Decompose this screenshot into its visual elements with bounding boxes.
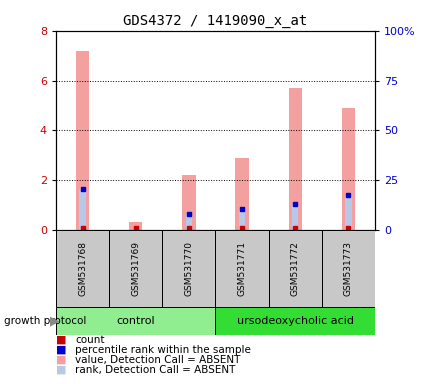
Bar [56,230,109,307]
Bar [238,209,245,230]
Text: GSM531773: GSM531773 [343,241,352,296]
Bar [109,230,162,307]
Text: ■: ■ [56,345,66,355]
Text: ▶: ▶ [49,314,59,327]
Text: GSM531770: GSM531770 [184,241,193,296]
Text: value, Detection Call = ABSENT: value, Detection Call = ABSENT [75,355,240,365]
Text: ■: ■ [56,335,66,345]
Text: GSM531771: GSM531771 [237,241,246,296]
Bar [321,230,374,307]
Text: count: count [75,335,104,345]
Bar [215,230,268,307]
Bar [341,108,354,230]
Bar [182,175,195,230]
Bar [344,195,351,230]
Bar [288,88,301,230]
Bar [76,51,89,230]
Text: ursodeoxycholic acid: ursodeoxycholic acid [236,316,353,326]
Bar [162,230,215,307]
Bar [79,189,86,230]
Text: growth protocol: growth protocol [4,316,86,326]
Bar [185,215,192,230]
Text: GSM531772: GSM531772 [290,241,299,296]
Bar [268,230,321,307]
Text: ■: ■ [56,365,66,375]
Text: GSM531769: GSM531769 [131,241,140,296]
Bar [235,158,248,230]
Bar [215,307,374,335]
Text: GDS4372 / 1419090_x_at: GDS4372 / 1419090_x_at [123,14,307,28]
Bar [292,204,298,230]
Bar [129,222,142,230]
Text: GSM531768: GSM531768 [78,241,87,296]
Text: ■: ■ [56,355,66,365]
Bar [56,307,215,335]
Text: control: control [116,316,155,326]
Text: percentile rank within the sample: percentile rank within the sample [75,345,251,355]
Text: rank, Detection Call = ABSENT: rank, Detection Call = ABSENT [75,365,235,375]
